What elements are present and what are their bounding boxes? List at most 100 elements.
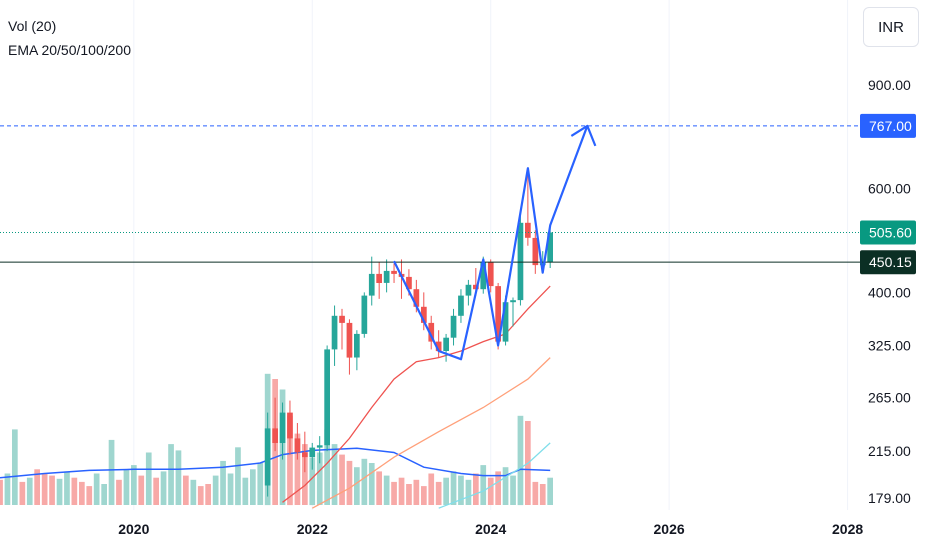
target-price-label-bg (860, 113, 916, 138)
volume-bar-2024-03 (502, 467, 509, 505)
volume-bar-2024-05 (517, 415, 524, 506)
volume-bar-2022-08 (361, 458, 368, 505)
candle-body (539, 262, 546, 266)
volume-bar-2019-05 (71, 477, 78, 505)
volume-bar-2019-04 (64, 471, 70, 505)
time-axis[interactable]: 2020 2022 2024 2026 2028 (118, 521, 863, 537)
candle-body (368, 273, 375, 296)
y-tick-label: 900.00 (868, 77, 911, 93)
volume-bar-2023-04 (421, 486, 427, 505)
pattern-drawing (393, 124, 597, 361)
volume-bar-2021-01 (220, 460, 226, 505)
y-tick-label: 215.00 (868, 443, 911, 459)
target-price-label-text: 767.00 (869, 118, 912, 134)
crosshair-price-label-bg (860, 250, 916, 275)
volume-bar-2022-10 (376, 471, 382, 505)
volume-bar-2020-09 (190, 479, 197, 505)
volume-bar-2022-03 (324, 429, 330, 505)
volume-bar-2022-02 (316, 452, 323, 505)
last-price-label: 505.60 (860, 220, 916, 245)
volume-bar-2018-12 (34, 469, 40, 505)
volume-bar-2024-04 (510, 475, 516, 505)
crosshair-price-label: 450.15 (860, 250, 916, 275)
volume-bar-2018-07 (0, 479, 3, 505)
y-tick-label: 265.00 (868, 390, 911, 406)
volume-bar-2024-07 (532, 481, 539, 505)
volume-bar-2023-07 (443, 477, 449, 505)
volume-bar-2020-06 (168, 444, 174, 505)
volume-bar-2023-12 (480, 465, 487, 505)
volume-bar-2021-03 (235, 447, 241, 506)
candle-2024-02 (495, 282, 501, 350)
candle-2024-07 (532, 230, 539, 274)
candle-2022-04 (331, 305, 338, 366)
x-tick-label-2020: 2020 (118, 521, 149, 537)
candle-body (421, 306, 427, 323)
candle-2024-06 (525, 170, 531, 246)
volume-bar-2018-09 (12, 429, 18, 505)
volume-bar-2023-10 (465, 479, 472, 505)
volume-bar-2023-05 (428, 473, 435, 505)
candle-2022-03 (324, 345, 330, 452)
last-price-label-text: 505.60 (869, 225, 912, 241)
candle-body (309, 447, 316, 458)
volume-legend[interactable]: Vol (20) (8, 18, 57, 34)
candle-2021-10 (287, 400, 293, 455)
candle-body (264, 428, 271, 486)
volume-bar-2020-04 (153, 477, 159, 505)
candle-2021-11 (294, 423, 301, 460)
candle-body (428, 322, 435, 342)
x-tick-label-2024: 2024 (475, 521, 506, 537)
candle-body (302, 452, 308, 458)
ema-legend[interactable]: EMA 20/50/100/200 (8, 42, 131, 58)
grid (133, 0, 849, 510)
candle-2022-11 (383, 259, 390, 293)
candle-2023-04 (421, 292, 427, 331)
volume-bar-2023-09 (458, 475, 464, 505)
candle-body (465, 284, 472, 296)
candle-2022-01 (309, 442, 316, 470)
candle-body (413, 289, 420, 307)
candle-2021-12 (302, 431, 308, 473)
volume-bar-2020-10 (197, 486, 204, 505)
volume-bar-2023-08 (450, 471, 457, 505)
candle-body (525, 222, 531, 238)
ema-lines (282, 285, 551, 509)
candle-body (502, 302, 509, 342)
candle-body (294, 438, 301, 453)
volume-bar-2021-04 (242, 477, 249, 505)
price-axis[interactable]: 900.00 600.00 505.60 400.00 325.00 265.00 215.… (868, 77, 911, 506)
volume-bar-2024-01 (487, 477, 494, 505)
candle-body (339, 315, 345, 323)
volume-bar-2021-10 (287, 415, 293, 506)
currency-button[interactable]: INR (863, 7, 919, 47)
price-labels: 767.00 505.60 450.15 (860, 113, 916, 275)
candle-2023-09 (458, 289, 464, 323)
volume-bar-2021-12 (302, 444, 308, 505)
volume-bar-2019-11 (116, 479, 122, 505)
candle-body (376, 273, 382, 283)
volume-bar-2019-01 (41, 473, 48, 505)
candle-body (510, 300, 516, 303)
volume-bar-2022-05 (339, 454, 345, 505)
volume-bar-2018-11 (26, 477, 33, 505)
volume-bar-2022-06 (346, 460, 353, 505)
volume-bar-2019-09 (101, 484, 107, 505)
volume-bar-2022-12 (391, 481, 397, 505)
volume-bar-2023-11 (473, 473, 479, 505)
volume-bar-2019-02 (49, 475, 55, 505)
indicator-legend: Vol (20) EMA 20/50/100/200 (8, 14, 131, 62)
volume-bar-2023-01 (398, 477, 405, 505)
volume-bar-2024-02 (495, 471, 501, 505)
candle-2023-10 (465, 279, 472, 306)
volume-bar-2019-06 (79, 481, 85, 505)
candle-2022-07 (354, 330, 360, 371)
y-tick-label: 400.00 (868, 284, 911, 300)
volume-bar-2024-08 (539, 484, 546, 505)
candle-2022-10 (376, 262, 382, 299)
candle-body (517, 222, 524, 301)
price-lines (0, 125, 860, 263)
volume-bar-2021-02 (227, 473, 234, 505)
